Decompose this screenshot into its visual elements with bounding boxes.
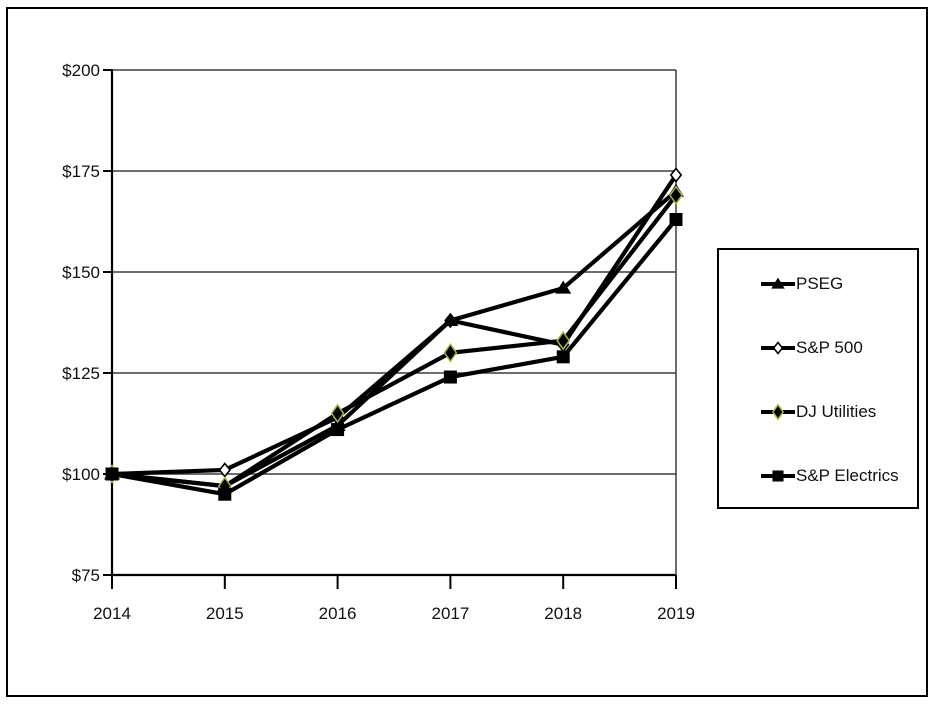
legend: PSEG S&P 500 DJ Utilities S&P Electrics xyxy=(717,248,919,509)
y-tick-label: $125 xyxy=(62,364,100,383)
pseg-line-marker-icon xyxy=(761,277,795,289)
legend-item-pseg: PSEG xyxy=(719,252,917,316)
marker-diamond xyxy=(556,330,571,351)
x-tick-label: 2017 xyxy=(431,604,469,623)
legend-item-label: DJ Utilities xyxy=(796,402,877,421)
x-tick-label: 2014 xyxy=(93,604,131,623)
marker-diamond xyxy=(443,342,458,363)
series-line-pseg xyxy=(111,189,678,489)
y-tick-label: $75 xyxy=(72,566,100,585)
marker-square xyxy=(772,470,784,482)
y-tick-label: $200 xyxy=(62,61,100,80)
legend-item-label: S&P Electrics xyxy=(796,466,899,485)
sp-electrics-line-marker-icon xyxy=(761,470,795,482)
legend-item-sp500: S&P 500 xyxy=(719,316,917,380)
marker-diamond xyxy=(330,403,345,424)
marker-triangle xyxy=(771,277,785,289)
series-line-s-p-electrics xyxy=(111,218,678,497)
y-tick-label: $175 xyxy=(62,162,100,181)
marker-square xyxy=(105,467,119,481)
legend-item-dj-utilities: DJ Utilities xyxy=(719,380,917,444)
legend-item-label: S&P 500 xyxy=(796,338,863,357)
marker-diamond xyxy=(669,185,683,206)
marker-triangle xyxy=(442,312,459,326)
x-tick-label: 2016 xyxy=(319,604,357,623)
marker-square xyxy=(331,423,345,437)
marker-diamond-open xyxy=(772,341,784,355)
x-tick-label: 2015 xyxy=(206,604,244,623)
marker-diamond xyxy=(771,403,785,421)
marker-diamond-open xyxy=(669,167,683,183)
marker-square xyxy=(443,370,457,384)
y-tick-label: $150 xyxy=(62,263,100,282)
dj-utilities-line-marker-icon xyxy=(761,403,795,421)
x-tick-label: 2019 xyxy=(657,604,695,623)
marker-square xyxy=(669,212,683,226)
x-tick-label: 2018 xyxy=(544,604,582,623)
marker-square xyxy=(556,350,570,364)
y-tick-label: $100 xyxy=(62,465,100,484)
series-line-dj-utilities xyxy=(111,193,678,489)
sp500-line-marker-icon xyxy=(761,341,795,355)
marker-triangle xyxy=(555,280,572,294)
legend-item-label: PSEG xyxy=(796,274,844,293)
legend-item-sp-electrics: S&P Electrics xyxy=(719,444,917,508)
marker-square xyxy=(218,487,232,501)
